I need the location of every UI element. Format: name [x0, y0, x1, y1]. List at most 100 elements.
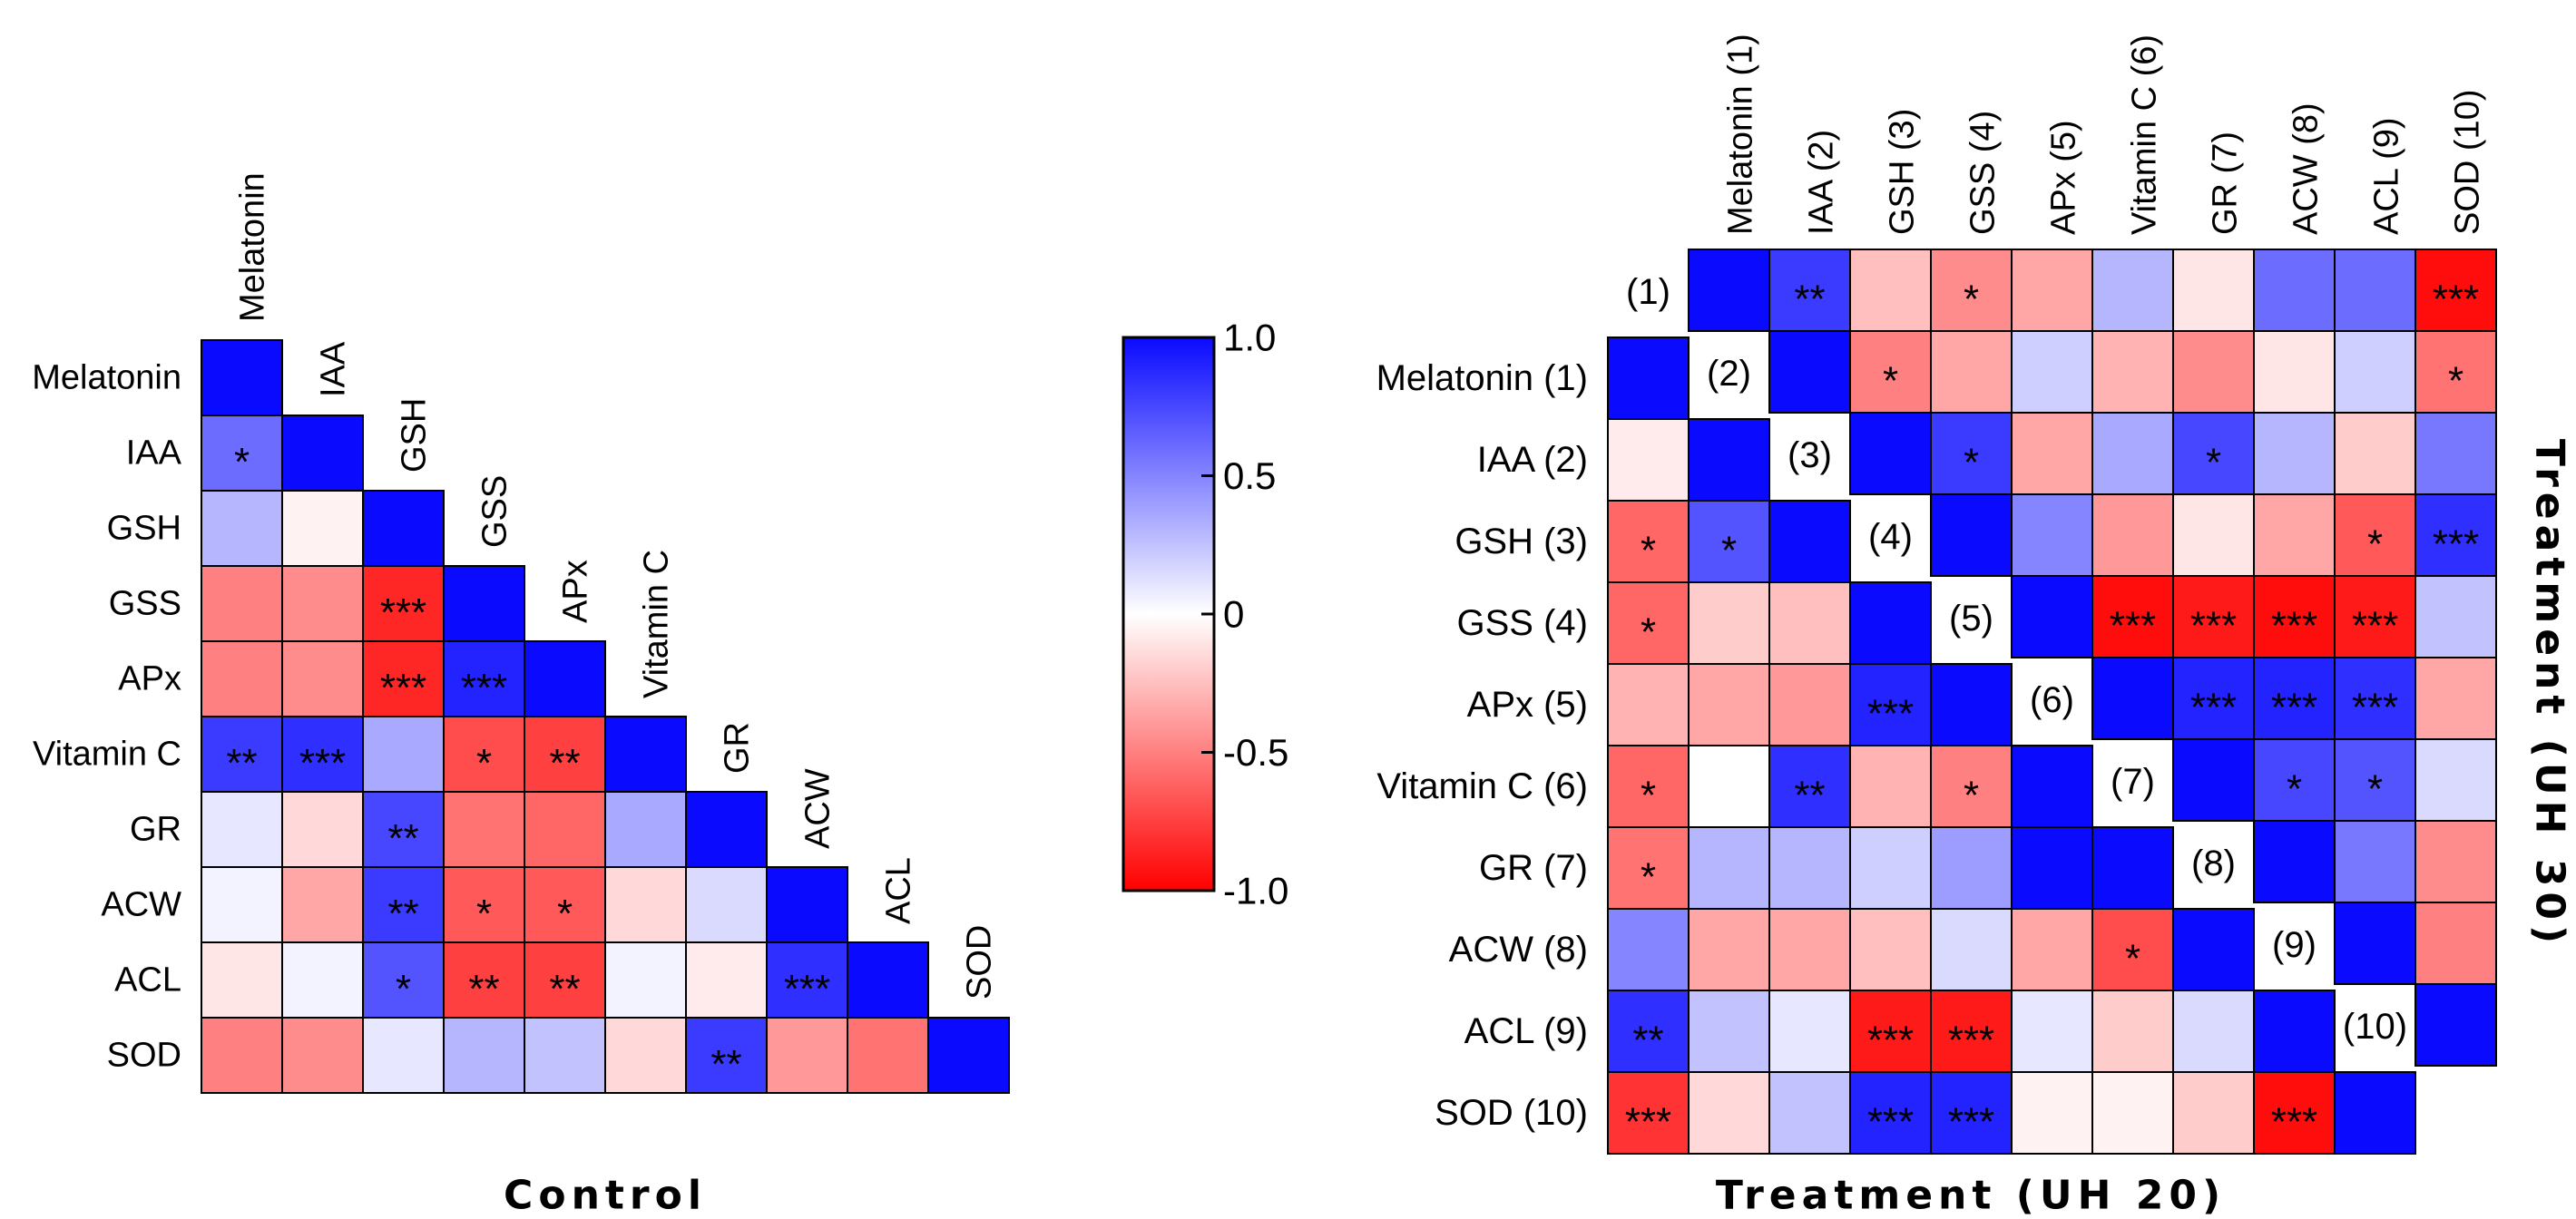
diagonal-label-4: (4)	[1868, 517, 1913, 557]
control-cell-6-5-stars: **	[549, 741, 580, 785]
control-cell-8-6	[604, 866, 687, 943]
diagonal-label-6: (6)	[2030, 680, 2074, 720]
control-cell-4-2	[281, 565, 364, 642]
uh30-cell-6-9	[2334, 657, 2416, 740]
uh20-cell-4-1-stars: *	[1641, 610, 1656, 655]
control-cell-7-5	[524, 791, 606, 868]
uh20-cell-6-3-stars: **	[1794, 774, 1825, 818]
treatment-row-label-9: ACL (9)	[1464, 1011, 1588, 1051]
diagonal-label-2: (2)	[1707, 354, 1751, 394]
uh20-cell-8-8	[2172, 908, 2255, 991]
uh20-cell-3-2	[1688, 500, 1770, 583]
uh20-cell-9-4-stars: ***	[1867, 1019, 1914, 1063]
control-cell-7-2	[281, 791, 364, 868]
control-cell-6-4-stars: *	[476, 741, 492, 785]
uh20-cell-9-4	[1849, 990, 1932, 1073]
treatment-row-label-1: Melatonin (1)	[1376, 358, 1588, 398]
uh20-cell-2-1	[1607, 418, 1690, 502]
uh20-cell-8-7-stars: *	[2125, 937, 2140, 981]
control-cell-8-3	[362, 866, 445, 943]
uh30-cell-4-8	[2253, 493, 2336, 577]
uh20-cell-3-3	[1768, 500, 1851, 583]
uh20-cell-2-2	[1688, 418, 1770, 502]
uh20-cell-10-9-stars: ***	[2271, 1100, 2317, 1145]
control-row-label-1: Melatonin	[32, 359, 181, 397]
control-cell-8-1	[201, 866, 283, 943]
uh20-cell-8-7	[2091, 908, 2174, 991]
control-cell-9-4-stars: **	[468, 967, 499, 1011]
control-cell-10-6	[604, 1017, 687, 1094]
uh20-cell-7-3	[1768, 826, 1851, 910]
uh20-cell-8-4	[1849, 908, 1932, 991]
control-cell-8-2	[281, 866, 364, 943]
uh20-cell-10-5-stars: ***	[1948, 1100, 1994, 1145]
treatment-col-label-2: IAA (2)	[1803, 130, 1841, 235]
control-cell-9-7	[685, 941, 768, 1019]
treatment-col-label-3: GSH (3)	[1884, 109, 1922, 235]
control-cell-2-1-stars: *	[234, 440, 250, 484]
control-cell-10-10	[927, 1017, 1010, 1094]
uh30-cell-4-10	[2414, 493, 2497, 577]
uh20-cell-7-5	[1930, 826, 2013, 910]
uh20-cell-5-1	[1607, 663, 1690, 746]
treatment-row-label-2: IAA (2)	[1477, 440, 1588, 480]
control-cell-9-5-stars: **	[549, 967, 580, 1011]
uh30-cell-1-1	[1688, 249, 1770, 332]
uh20-cell-7-4	[1849, 826, 1932, 910]
uh30-cell-2-9	[2334, 330, 2416, 414]
uh20-cell-10-10	[2334, 1071, 2416, 1155]
control-col-label-5: APx	[557, 560, 595, 623]
control-col-label-8: ACW	[799, 768, 837, 849]
control-cell-5-1	[201, 640, 283, 717]
control-col-label-9: ACL	[880, 857, 918, 924]
treatment-col-label-9: ACL (9)	[2368, 117, 2406, 235]
uh30-cell-1-9	[2334, 249, 2416, 332]
uh20-cell-8-5	[1930, 908, 2013, 991]
control-title: Control	[504, 1173, 707, 1219]
treatment-col-label-8: ACW (8)	[2287, 102, 2326, 235]
control-cell-6-2-stars: ***	[299, 741, 346, 785]
uh30-cell-1-8	[2253, 249, 2336, 332]
treatment-col-label-6: Vitamin C (6)	[2126, 34, 2164, 235]
uh20-cell-6-4	[1849, 745, 1932, 828]
uh20-cell-10-1-stars: ***	[1625, 1100, 1671, 1145]
uh30-cell-10-10	[2414, 983, 2497, 1067]
treatment-row-label-3: GSH (3)	[1455, 522, 1588, 561]
uh20-cell-3-1	[1607, 500, 1690, 583]
uh30-cell-5-8-stars: ***	[2271, 604, 2317, 649]
control-cell-5-3-stars: ***	[380, 666, 426, 710]
treatment-row-label-4: GSS (4)	[1457, 603, 1588, 643]
treatment-col-label-1: Melatonin (1)	[1722, 34, 1760, 235]
uh20-cell-7-2	[1688, 826, 1770, 910]
uh20-cell-10-6	[2011, 1071, 2093, 1155]
control-cell-5-4-stars: ***	[461, 666, 507, 710]
control-row-label-8: ACW	[101, 886, 181, 924]
treatment-uh20-title: Treatment (UH 20)	[1716, 1173, 2226, 1219]
control-col-label-10: SOD	[961, 925, 999, 1000]
uh20-cell-9-8	[2172, 990, 2255, 1073]
control-cell-8-3-stars: **	[387, 892, 418, 936]
control-cell-2-2	[281, 414, 364, 492]
uh20-cell-1-1	[1607, 336, 1690, 420]
control-cell-7-6	[604, 791, 687, 868]
uh20-cell-5-5	[1930, 663, 2013, 746]
control-cell-8-5	[524, 866, 606, 943]
diagonal-label-1: (1)	[1626, 272, 1670, 312]
uh30-cell-3-7-stars: *	[2206, 441, 2221, 485]
uh20-cell-9-2	[1688, 990, 1770, 1073]
uh30-cell-1-6	[2091, 249, 2174, 332]
treatment-row-label-8: ACW (8)	[1449, 930, 1588, 970]
uh20-cell-8-2	[1688, 908, 1770, 991]
control-cell-7-4	[443, 791, 525, 868]
colorbar-tick-label-2: 0.5	[1223, 454, 1276, 497]
diagonal-label-7: (7)	[2111, 762, 2155, 802]
control-cell-6-1-stars: **	[226, 741, 257, 785]
uh30-cell-1-4-stars: *	[1964, 278, 1979, 322]
uh30-cell-6-6	[2091, 657, 2174, 740]
control-cell-8-8	[766, 866, 848, 943]
uh20-cell-6-2	[1688, 745, 1770, 828]
control-cell-8-7	[685, 866, 768, 943]
colorbar-tick-label-3: 0	[1223, 593, 1244, 636]
uh30-cell-1-7	[2172, 249, 2255, 332]
control-row-label-10: SOD	[107, 1037, 181, 1075]
